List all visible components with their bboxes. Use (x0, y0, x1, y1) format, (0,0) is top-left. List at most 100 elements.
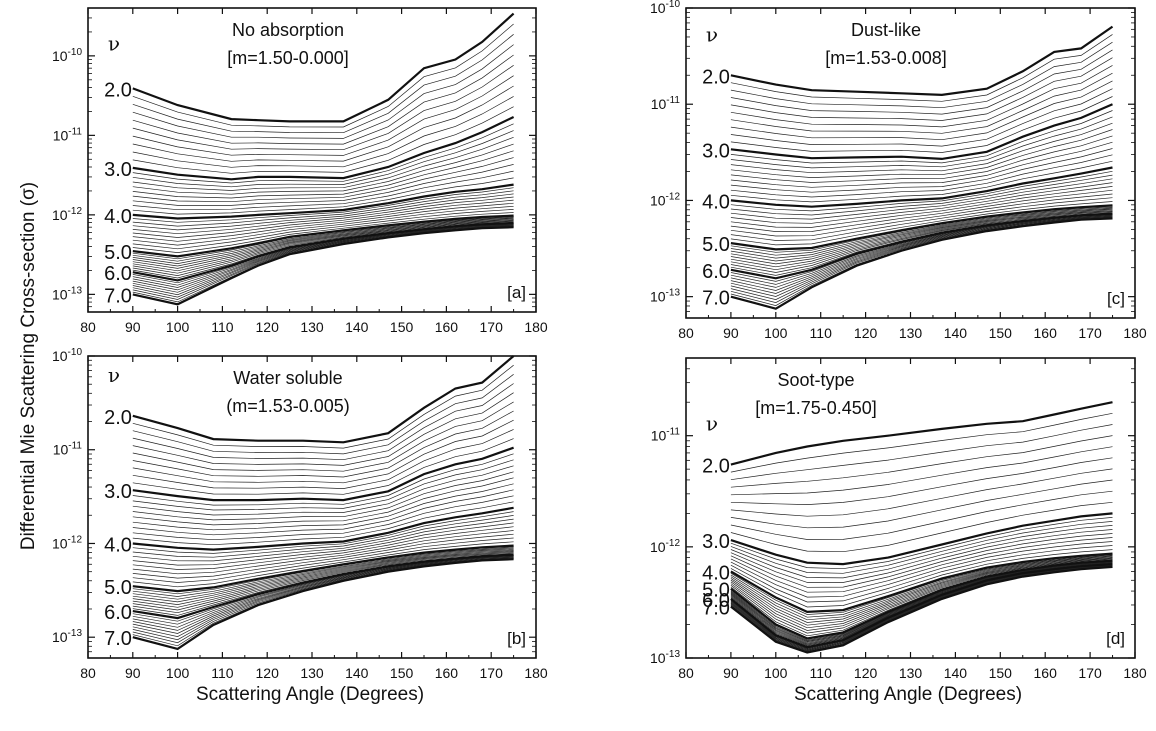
x-tick-label: 150 (989, 665, 1013, 681)
x-tick-label: 160 (435, 665, 459, 681)
x-tick-label: 100 (166, 665, 190, 681)
series-line-minor (730, 178, 1113, 220)
series-line-nu-3.0 (132, 446, 514, 502)
series-line-minor (132, 522, 514, 566)
series-line-nu-4.0 (132, 183, 514, 220)
series-line-minor (132, 202, 514, 242)
series-line-minor (132, 533, 514, 579)
x-tick-label: 110 (810, 325, 833, 341)
x-tick-label: 150 (989, 325, 1013, 341)
nu-label: 7.0 (702, 288, 730, 310)
series-line-minor (132, 150, 514, 199)
y-tick-label: 10-10 (52, 347, 82, 364)
figure-ylabel: Differential Mie Scattering Cross-sectio… (18, 182, 39, 550)
series-line-minor (730, 116, 1113, 169)
x-tick-label: 90 (723, 665, 739, 681)
series-line-minor (132, 438, 514, 495)
x-tick-label: 90 (723, 325, 739, 341)
series-line-minor (730, 557, 1113, 629)
series-line-minor (132, 548, 514, 603)
series-line-minor (132, 136, 514, 191)
x-tick-label: 120 (854, 665, 878, 681)
x-tick-label: 140 (944, 325, 968, 341)
panel-subtitle: [m=1.53-0.008] (825, 48, 947, 68)
panel-d: 80 90 100 110 120 130 140 150 160 170 180 10-13 10-1… (650, 357, 1147, 681)
series-line-minor (132, 170, 514, 211)
nu-label: 3.0 (702, 531, 730, 553)
panel-title: Water soluble (233, 368, 342, 388)
series-line-nu-6.0 (730, 563, 1113, 649)
x-tick-label: 100 (764, 665, 788, 681)
series-line-minor (730, 193, 1113, 237)
nu-label: 4.0 (104, 206, 132, 228)
panel-c: 80 90 100 110 120 130 140 150 160 170 180 10-13 10-1… (650, 0, 1147, 341)
series-line-nu-3.0 (132, 116, 515, 181)
series-line-nu-3.0 (730, 512, 1113, 566)
nu-label: 6.0 (104, 602, 132, 624)
series-line-minor (132, 419, 514, 484)
series-line-minor (132, 453, 514, 506)
series-line-minor (730, 529, 1113, 583)
series-line-nu-5.0 (730, 559, 1113, 640)
series-line-nu-4.0 (132, 506, 514, 551)
series-line-minor (132, 537, 514, 583)
series-line-minor (730, 201, 1113, 246)
x-tick-label: 140 (345, 665, 369, 681)
panel-title: Soot-type (777, 370, 854, 390)
nu-label: 3.0 (702, 140, 730, 162)
series-line-minor (132, 85, 514, 162)
series-line-minor (730, 555, 1113, 621)
nu-label: 6.0 (702, 261, 730, 283)
series-line-minor (730, 206, 1113, 256)
figure-xlabel-right: Scattering Angle (Degrees) (794, 684, 1022, 705)
series-line-nu-6.0 (132, 221, 514, 282)
series-line-minor (132, 541, 514, 588)
series-line-minor (132, 224, 514, 293)
series-line-minor (730, 468, 1113, 517)
series-line-minor (132, 44, 514, 139)
series-line-minor (132, 549, 514, 605)
series-line-minor (132, 556, 514, 634)
x-tick-label: 160 (1034, 325, 1058, 341)
series-line-minor (132, 477, 514, 526)
series-line-minor (730, 110, 1113, 164)
nu-label: 5.0 (104, 242, 132, 264)
series-line-minor (730, 537, 1113, 593)
x-tick-label: 130 (300, 319, 324, 335)
x-tick-label: 160 (1034, 665, 1058, 681)
series-line-minor (730, 186, 1113, 228)
series-line-minor (730, 34, 1113, 102)
series-line-minor (132, 383, 514, 461)
series-line-minor (132, 187, 514, 223)
nu-label: 3.0 (104, 481, 132, 503)
y-tick-label: 10-13 (52, 285, 82, 302)
series-line-minor (730, 565, 1113, 651)
x-tick-label: 90 (125, 665, 141, 681)
series-line-minor (730, 122, 1113, 174)
series-line-minor (730, 525, 1113, 579)
x-tick-label: 120 (256, 319, 280, 335)
y-tick-label: 10-13 (52, 628, 82, 645)
panel-subtitle: [m=1.50-0.000] (227, 48, 349, 68)
panel-label: [a] (507, 283, 526, 302)
series-line-minor (132, 374, 514, 455)
series-line-minor (730, 214, 1113, 288)
nu-label: 7.0 (702, 598, 730, 620)
series-line-minor (132, 218, 514, 267)
series-line-minor (132, 530, 514, 575)
x-tick-label: 80 (678, 325, 694, 341)
series-line-minor (730, 446, 1113, 496)
figure-xlabel-left: Scattering Angle (Degrees) (196, 684, 424, 705)
series-line-minor (730, 209, 1113, 265)
nu-symbol: ν (706, 412, 718, 436)
series-line-minor (132, 556, 514, 631)
nu-symbol: ν (706, 22, 718, 46)
series-line-minor (132, 54, 514, 145)
series-line-minor (730, 88, 1113, 147)
panel-label: [c] (1107, 289, 1125, 308)
nu-symbol: ν (108, 31, 120, 55)
series-line-minor (730, 501, 1113, 553)
panel-b: 80 90 100 110 120 130 140 150 160 170 180 10-13 10-1… (52, 347, 548, 681)
series-line-minor (730, 148, 1113, 193)
series-line-minor (730, 197, 1113, 241)
